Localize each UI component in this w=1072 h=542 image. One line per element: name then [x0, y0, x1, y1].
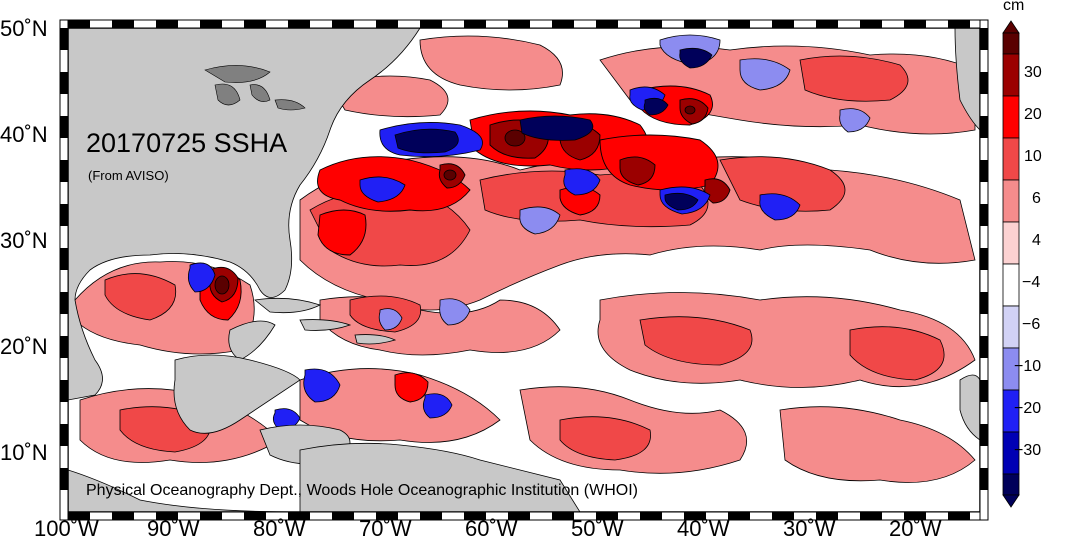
colorbar-segment	[1002, 179, 1020, 223]
map-plot-area	[68, 28, 980, 512]
colorbar-segment	[1002, 473, 1020, 496]
colorbar-label-30: 30	[1024, 64, 1042, 81]
negative-anomaly-light	[378, 34, 871, 331]
lon-label-90w: 90˚W	[147, 516, 200, 541]
lat-label-40n: 40˚N	[0, 122, 48, 147]
lat-label-20n: 20˚N	[0, 334, 48, 359]
colorbar-bottom-arrow	[1002, 494, 1020, 508]
map-credit: Physical Oceanography Dept., Woods Hole …	[86, 482, 638, 499]
colorbar-segment	[1002, 95, 1020, 139]
great-lakes	[204, 65, 306, 111]
frame-ticks	[60, 20, 988, 520]
map-title: 20170725 SSHA	[86, 128, 288, 158]
lon-label-50w: 50˚W	[571, 516, 624, 541]
colorbar	[1002, 20, 1020, 508]
colorbar-label-neg20: −20	[1014, 400, 1042, 417]
lon-label-60w: 60˚W	[465, 516, 518, 541]
colorbar-label-20: 20	[1024, 106, 1042, 123]
lat-label-50n: 50˚N	[0, 16, 48, 41]
colorbar-segment	[1002, 221, 1020, 265]
colorbar-unit: cm	[1003, 0, 1025, 14]
land-caribbean-islands	[254, 297, 397, 345]
lat-label-30n: 30˚N	[0, 228, 48, 253]
lon-label-80w: 80˚W	[253, 516, 306, 541]
colorbar-segment	[1002, 32, 1020, 55]
map-subtitle: (From AVISO)	[88, 168, 169, 183]
land-south-america	[299, 442, 581, 512]
lon-label-30w: 30˚W	[783, 516, 836, 541]
lon-label-40w: 40˚W	[677, 516, 730, 541]
lon-label-70w: 70˚W	[359, 516, 412, 541]
colorbar-label-neg6: −6	[1022, 316, 1041, 333]
colorbar-label-neg4: −4	[1022, 274, 1041, 291]
land-europe-africa	[954, 28, 980, 441]
lon-label-100w: 100˚W	[34, 516, 99, 541]
colorbar-label-6: 6	[1032, 190, 1041, 207]
positive-anomaly-peak	[214, 105, 696, 295]
colorbar-segment	[1002, 53, 1020, 97]
colorbar-label-neg10: −10	[1014, 358, 1042, 375]
colorbar-top-arrow	[1002, 20, 1020, 34]
colorbar-label-neg30: −30	[1014, 442, 1042, 459]
colorbar-label-4: 4	[1032, 232, 1041, 249]
colorbar-segment	[1002, 137, 1020, 181]
colorbar-label-10: 10	[1024, 148, 1042, 165]
colorbar-segment	[1002, 305, 1020, 349]
negative-anomaly-strong	[394, 47, 713, 211]
colorbar-segment	[1002, 263, 1020, 307]
lat-label-10n: 10˚N	[0, 440, 48, 465]
lon-label-20w: 20˚W	[889, 516, 942, 541]
